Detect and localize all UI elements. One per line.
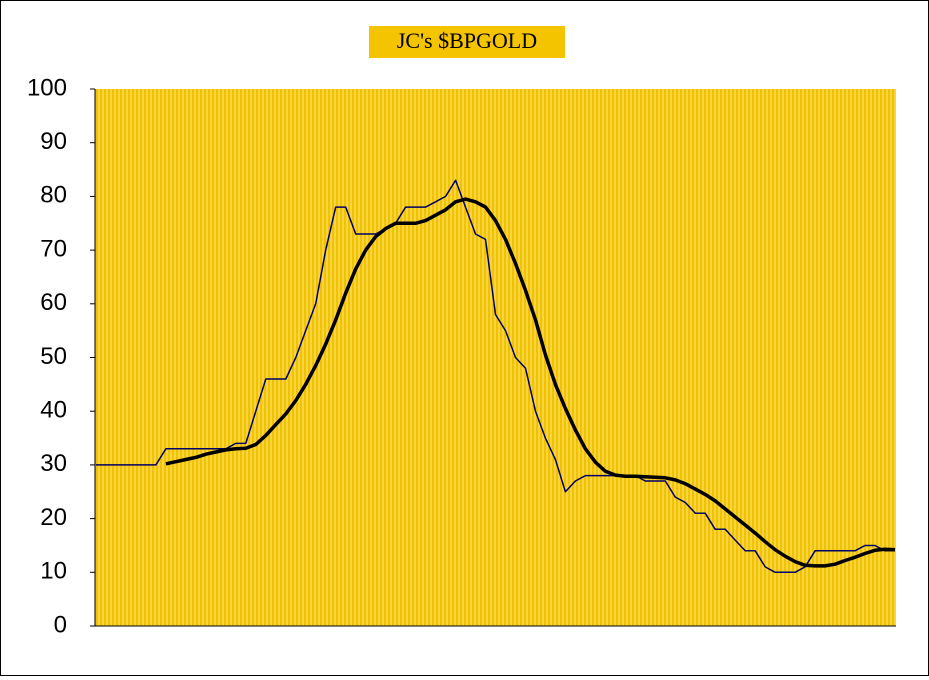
- y-tick-label: 50: [40, 343, 67, 370]
- title-background: [369, 26, 565, 58]
- y-tick-label: 60: [40, 289, 67, 316]
- data-line: [165, 197, 896, 568]
- chart-title: JC's $BPGOLD: [397, 28, 537, 53]
- y-tick-label: 40: [40, 397, 67, 424]
- y-tick-label: 80: [40, 182, 67, 209]
- y-tick-label: 100: [27, 74, 67, 101]
- data-line: [96, 179, 895, 574]
- y-tick-label: 70: [40, 235, 67, 262]
- y-tick-label: 0: [54, 611, 67, 638]
- y-tick-label: 10: [40, 558, 67, 585]
- y-tick-label: 20: [40, 504, 67, 531]
- plot-pattern: [95, 89, 896, 626]
- y-tick-label: 90: [40, 128, 67, 155]
- y-tick-label: 30: [40, 450, 67, 477]
